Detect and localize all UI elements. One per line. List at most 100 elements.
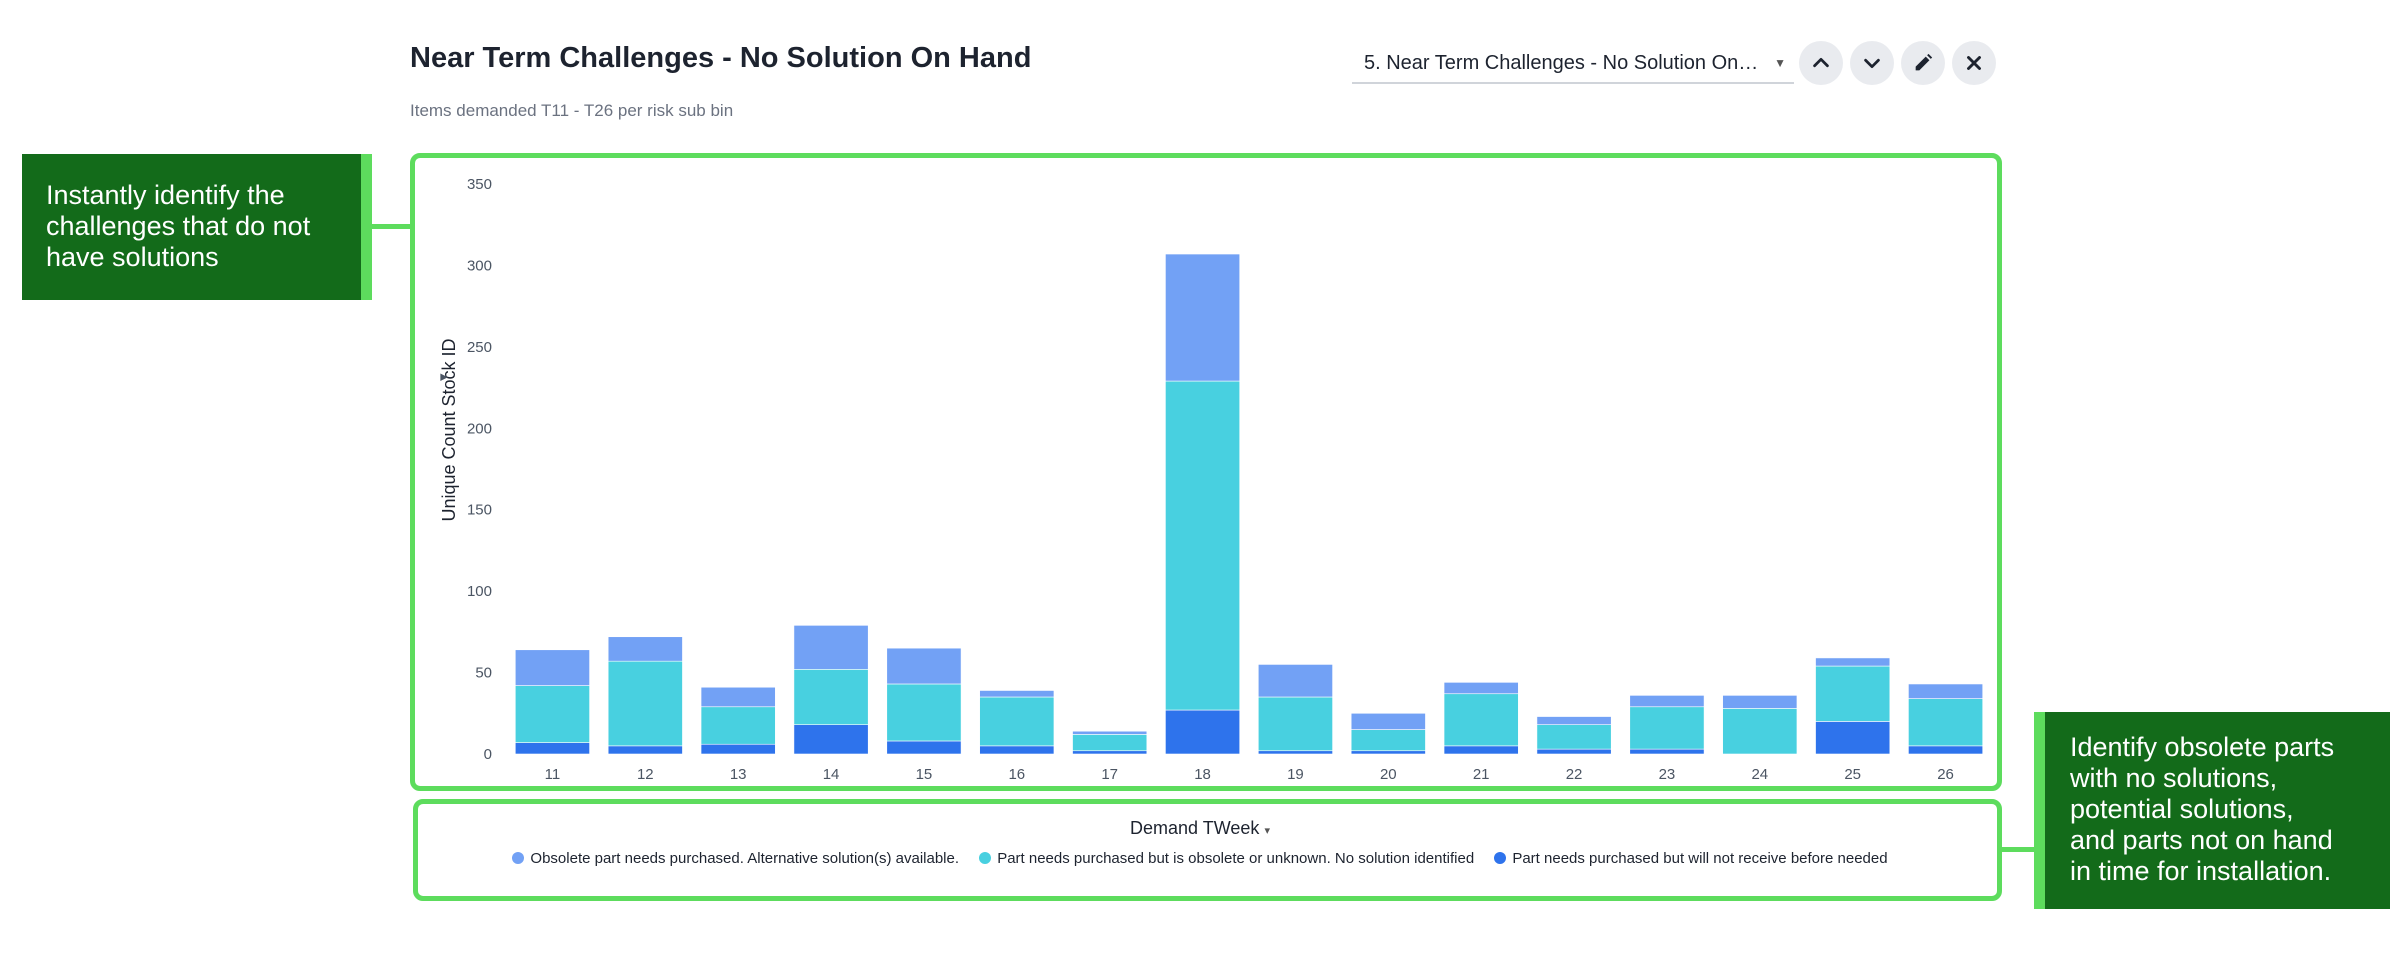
chart-legend: Obsolete part needs purchased. Alternati… xyxy=(0,850,2400,867)
pencil-icon xyxy=(1915,53,1933,71)
bar-segment[interactable] xyxy=(793,625,869,670)
bar-series-group xyxy=(514,253,1984,755)
x-tick-label: 20 xyxy=(1380,766,1397,783)
x-tick-label: 18 xyxy=(1194,766,1211,783)
x-tick-label: 15 xyxy=(916,766,933,783)
bar-segment[interactable] xyxy=(1815,721,1891,755)
callout-accent-bar xyxy=(361,154,372,300)
bar-segment[interactable] xyxy=(1815,665,1891,722)
bar-segment[interactable] xyxy=(1722,708,1798,755)
x-tick-label: 22 xyxy=(1566,766,1583,783)
legend-item-no-solution[interactable]: Part needs purchased but is obsolete or … xyxy=(979,850,1474,867)
callout-line: Identify obsolete parts xyxy=(2070,732,2335,762)
x-axis-ticks: 11 12 13 14 15 16 17 18 19 20 21 22 23 24 25 26 xyxy=(545,766,1954,783)
callout-line: and parts not on hand xyxy=(2070,825,2333,855)
y-tick-label: 250 xyxy=(467,339,492,356)
bar-segment[interactable] xyxy=(979,690,1055,698)
x-tick-label: 12 xyxy=(637,766,654,783)
y-tick-label: 0 xyxy=(484,746,492,763)
caret-down-icon: ▼ xyxy=(1774,56,1786,70)
bar-segment[interactable] xyxy=(1257,696,1333,752)
bar-segment[interactable] xyxy=(700,706,776,745)
bar-segment[interactable] xyxy=(1629,695,1705,708)
x-tick-label: 13 xyxy=(730,766,747,783)
bar-segment[interactable] xyxy=(1908,698,1984,747)
bar-segment[interactable] xyxy=(1165,709,1241,755)
bar-segment[interactable] xyxy=(1815,657,1891,667)
next-chart-button[interactable] xyxy=(1850,41,1894,85)
callout-accent-bar xyxy=(2034,712,2045,909)
legend-item-late[interactable]: Part needs purchased but will not receiv… xyxy=(1494,850,1888,867)
legend-dot xyxy=(1494,852,1507,864)
y-axis-dropdown-caret[interactable]: ▾ xyxy=(435,373,452,381)
legend-caret-icon: ▾ xyxy=(1264,825,1270,837)
legend-highlight-frame xyxy=(413,799,2002,901)
bar-segment[interactable] xyxy=(1908,683,1984,699)
x-tick-label: 14 xyxy=(823,766,840,783)
callout-line: with no solutions, xyxy=(2070,763,2278,793)
x-axis-title: Demand TWeek xyxy=(1130,818,1260,838)
chart-subtitle: Items demanded T11 - T26 per risk sub bi… xyxy=(410,101,734,120)
close-icon xyxy=(1967,56,1981,70)
legend-item-obsolete[interactable]: Obsolete part needs purchased. Alternati… xyxy=(512,850,959,867)
y-tick-label: 50 xyxy=(475,665,492,682)
x-tick-label: 11 xyxy=(545,766,561,783)
legend-label: Obsolete part needs purchased. Alternati… xyxy=(530,850,960,867)
bar-segment[interactable] xyxy=(1443,682,1519,695)
bar-segment[interactable] xyxy=(700,686,776,708)
x-tick-label: 17 xyxy=(1101,766,1118,783)
bar-segment[interactable] xyxy=(1165,253,1241,382)
x-tick-label: 24 xyxy=(1751,766,1768,783)
bar-segment[interactable] xyxy=(886,683,962,742)
x-tick-label: 19 xyxy=(1287,766,1304,783)
x-tick-label: 21 xyxy=(1473,766,1490,783)
left-callout-connector xyxy=(372,224,412,229)
close-chart-button[interactable] xyxy=(1952,41,1996,85)
bar-segment[interactable] xyxy=(1536,716,1612,725)
chart-highlight-frame xyxy=(410,153,2002,791)
bar-segment[interactable] xyxy=(1350,712,1426,730)
legend-label: Part needs purchased but will not receiv… xyxy=(1512,850,1888,867)
x-tick-label: 26 xyxy=(1937,766,1954,783)
callout-line: Instantly identify the xyxy=(46,180,285,210)
callout-line: have solutions xyxy=(46,242,219,272)
y-axis-ticks: 0 50 100 150 200 250 300 350 xyxy=(467,176,492,763)
legend-title[interactable]: Demand TWeek ▾ xyxy=(0,818,2400,839)
bar-segment[interactable] xyxy=(607,660,683,747)
y-tick-label: 350 xyxy=(467,176,492,193)
bar-segment[interactable] xyxy=(1072,730,1148,735)
page-title: Near Term Challenges - No Solution On Ha… xyxy=(410,42,1032,74)
bar-segment[interactable] xyxy=(793,724,869,755)
bar-segment[interactable] xyxy=(1629,706,1705,750)
y-tick-label: 200 xyxy=(467,420,492,437)
previous-chart-button[interactable] xyxy=(1799,41,1843,85)
bar-segment[interactable] xyxy=(607,636,683,662)
y-axis-title: Unique Count Stock ID xyxy=(439,338,459,521)
bar-segment[interactable] xyxy=(979,696,1055,747)
chevron-up-icon xyxy=(1813,57,1829,68)
bar-segment[interactable] xyxy=(886,647,962,685)
bar-segment[interactable] xyxy=(1722,695,1798,709)
bar-segment[interactable] xyxy=(514,649,590,686)
right-callout-connector xyxy=(2002,847,2036,852)
bar-segment[interactable] xyxy=(793,669,869,725)
edit-chart-button[interactable] xyxy=(1901,41,1945,85)
right-callout: Identify obsolete parts with no solution… xyxy=(2034,712,2390,909)
legend-dot xyxy=(512,852,525,864)
y-tick-label: 150 xyxy=(467,502,492,519)
bar-segment[interactable] xyxy=(1165,380,1241,711)
legend-dot xyxy=(979,852,992,864)
callout-line: challenges that do not xyxy=(46,211,311,241)
chart-selector-dropdown[interactable]: 5. Near Term Challenges - No Solution On… xyxy=(1352,44,1794,84)
x-tick-label: 25 xyxy=(1844,766,1861,783)
y-tick-label: 100 xyxy=(467,583,492,600)
x-tick-label: 23 xyxy=(1659,766,1676,783)
x-tick-label: 16 xyxy=(1008,766,1025,783)
callout-line: potential solutions, xyxy=(2070,794,2294,824)
bar-segment[interactable] xyxy=(514,685,590,743)
legend-label: Part needs purchased but is obsolete or … xyxy=(997,850,1475,867)
chevron-down-icon xyxy=(1864,58,1880,69)
bar-segment[interactable] xyxy=(1257,664,1333,698)
left-callout: Instantly identify the challenges that d… xyxy=(22,154,372,300)
